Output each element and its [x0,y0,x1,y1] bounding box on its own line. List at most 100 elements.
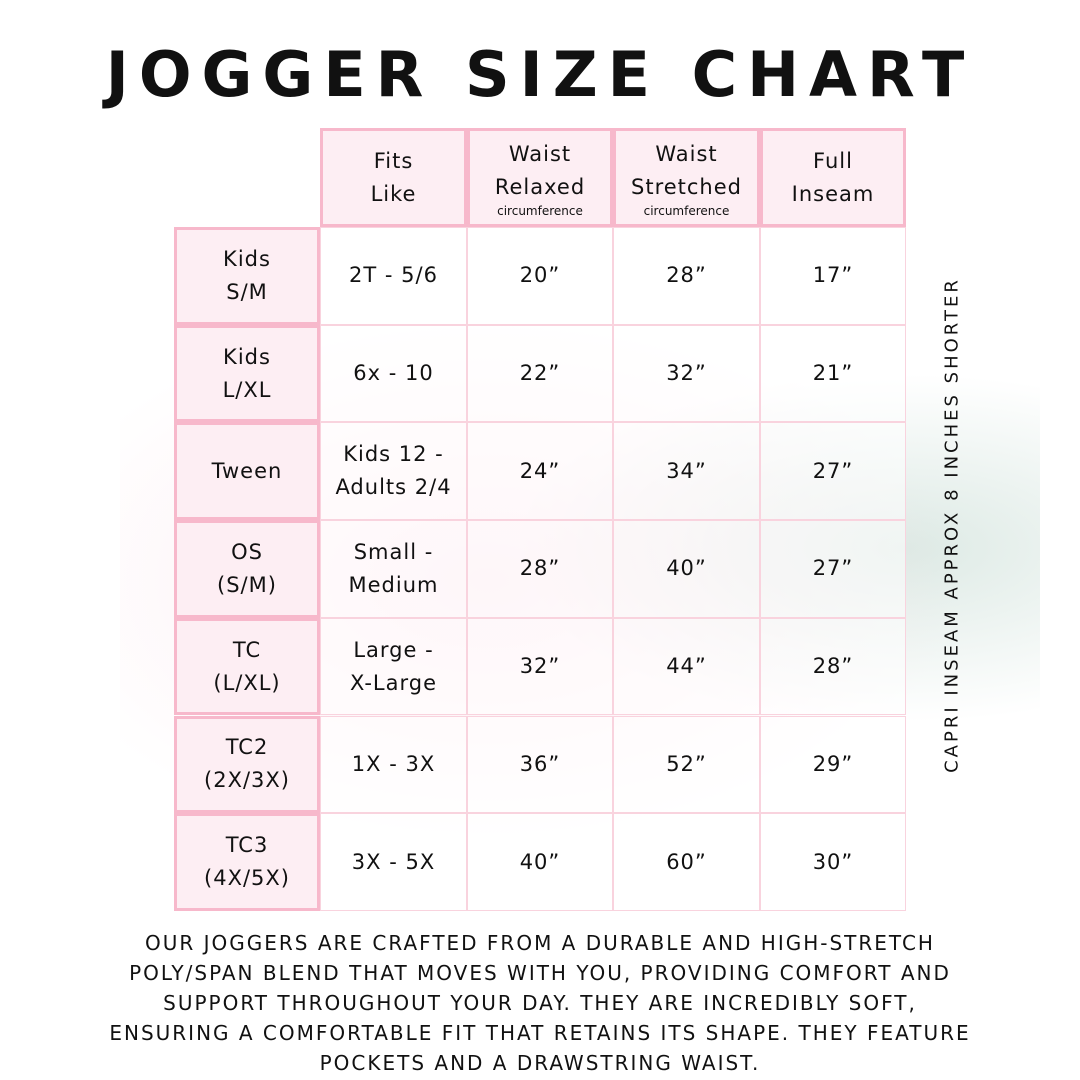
cell-text: 20” [519,263,561,288]
inseam-cell: 17” [760,227,906,325]
cell-text: 28” [519,556,561,581]
cell-text: 44” [666,654,707,679]
inseam-cell: 29” [760,715,906,814]
cell-text: TC2 [225,735,269,760]
inseam-cell: 28” [760,617,906,716]
capri-note: CAPRI INSEAM APPROX 8 INCHES SHORTER [941,277,963,773]
cell-text: 3X - 5X [351,849,436,874]
fits-like-cell: 2T - 5/6 [320,227,467,325]
size-label: Kids L/XL [174,324,320,423]
description: OUR JOGGERS ARE CRAFTED FROM A DURABLE A… [0,928,1080,1078]
column-header: Fits Like [320,128,467,227]
description-line: OUR JOGGERS ARE CRAFTED FROM A DURABLE A… [145,931,935,955]
waist-relaxed-cell: 40” [467,813,613,911]
waist-stretched-cell: 34” [613,422,760,521]
cell-text: S/M [226,279,268,304]
size-label: Kids S/M [174,227,320,325]
description-line: POLY/SPAN BLEND THAT MOVES WITH YOU, PRO… [129,961,951,985]
cell-text: Like [370,181,417,206]
cell-text: Adults 2/4 [335,475,452,500]
fits-like-cell: Large - X-Large [320,617,467,716]
cell-text: (L/XL) [213,670,281,695]
waist-relaxed-cell: 22” [467,324,613,423]
cell-text: 36” [519,751,561,776]
cell-text: (4X/5X) [204,866,290,891]
column-header: Full Inseam [760,128,906,227]
cell-text: Small - [353,539,434,564]
cell-text: 32” [519,654,561,679]
inseam-cell: 21” [760,324,906,423]
cell-text: OS [231,539,263,564]
waist-relaxed-cell: 28” [467,520,613,618]
waist-stretched-cell: 28” [613,227,760,325]
size-label: Tween [174,422,320,521]
waist-relaxed-cell: 32” [467,617,613,716]
column-header: Waist Relaxed circumference [467,128,613,227]
column-header: Waist Stretched circumference [613,128,760,227]
size-label: TC2 (2X/3X) [174,715,320,814]
cell-text: 28” [812,654,854,679]
cell-text: Medium [348,572,439,597]
cell-text: 40” [666,556,707,581]
size-label: TC3 (4X/5X) [174,813,320,911]
inseam-cell: 27” [760,422,906,521]
cell-text: 30” [812,849,854,874]
cell-text: Stretched [631,174,742,199]
cell-text: 27” [812,556,854,581]
cell-text: Waist [655,141,718,166]
cell-text: 6x - 10 [353,361,434,386]
cell-text: Large - [353,637,434,662]
waist-relaxed-cell: 20” [467,227,613,325]
cell-text: Inseam [791,181,875,206]
size-label: TC (L/XL) [174,617,320,716]
fits-like-cell: 1X - 3X [320,715,467,814]
cell-text: 2T - 5/6 [349,263,438,288]
fits-like-cell: 3X - 5X [320,813,467,911]
cell-text: 60” [666,849,707,874]
cell-text: TC [232,637,262,662]
description-line: SUPPORT THROUGHOUT YOUR DAY. THEY ARE IN… [163,991,917,1015]
cell-text: Kids 12 - [343,442,444,467]
fits-like-cell: Small - Medium [320,520,467,618]
cell-text: 29” [812,751,854,776]
cell-text: Full [813,148,853,173]
cell-text: 21” [812,361,854,386]
page-title: JOGGER SIZE CHART [105,38,975,111]
description-line: ENSURING A COMFORTABLE FIT THAT RETAINS … [109,1021,971,1045]
cell-text: Kids [223,246,271,271]
waist-stretched-cell: 60” [613,813,760,911]
cell-text: 40” [519,849,561,874]
fits-like-cell: Kids 12 - Adults 2/4 [320,422,467,521]
cell-text: Waist [508,141,572,166]
header-subtext: circumference [643,203,730,218]
cell-text: 34” [666,458,707,483]
cell-text: L/XL [222,377,272,402]
cell-text: 52” [666,751,707,776]
cell-text: 32” [666,361,707,386]
inseam-cell: 27” [760,520,906,618]
waist-relaxed-cell: 24” [467,422,613,521]
cell-text: 22” [519,361,561,386]
cell-text: Kids [223,344,271,369]
description-line: POCKETS AND A DRAWSTRING WAIST. [319,1051,761,1075]
inseam-cell: 30” [760,813,906,911]
waist-relaxed-cell: 36” [467,715,613,814]
cell-text: 24” [519,458,561,483]
cell-text: 17” [812,263,854,288]
size-label: OS (S/M) [174,520,320,618]
header-subtext: circumference [497,203,583,218]
cell-text: 28” [666,263,707,288]
waist-stretched-cell: 32” [613,324,760,423]
cell-text: (2X/3X) [204,768,290,793]
waist-stretched-cell: 40” [613,520,760,618]
cell-text: 27” [812,458,854,483]
fits-like-cell: 6x - 10 [320,324,467,423]
cell-text: X-Large [349,670,437,695]
waist-stretched-cell: 52” [613,715,760,814]
cell-text: 1X - 3X [351,751,436,776]
cell-text: (S/M) [217,572,277,597]
cell-text: Relaxed [494,174,586,199]
waist-stretched-cell: 44” [613,617,760,716]
cell-text: Fits [373,148,414,173]
cell-text: TC3 [225,833,269,858]
